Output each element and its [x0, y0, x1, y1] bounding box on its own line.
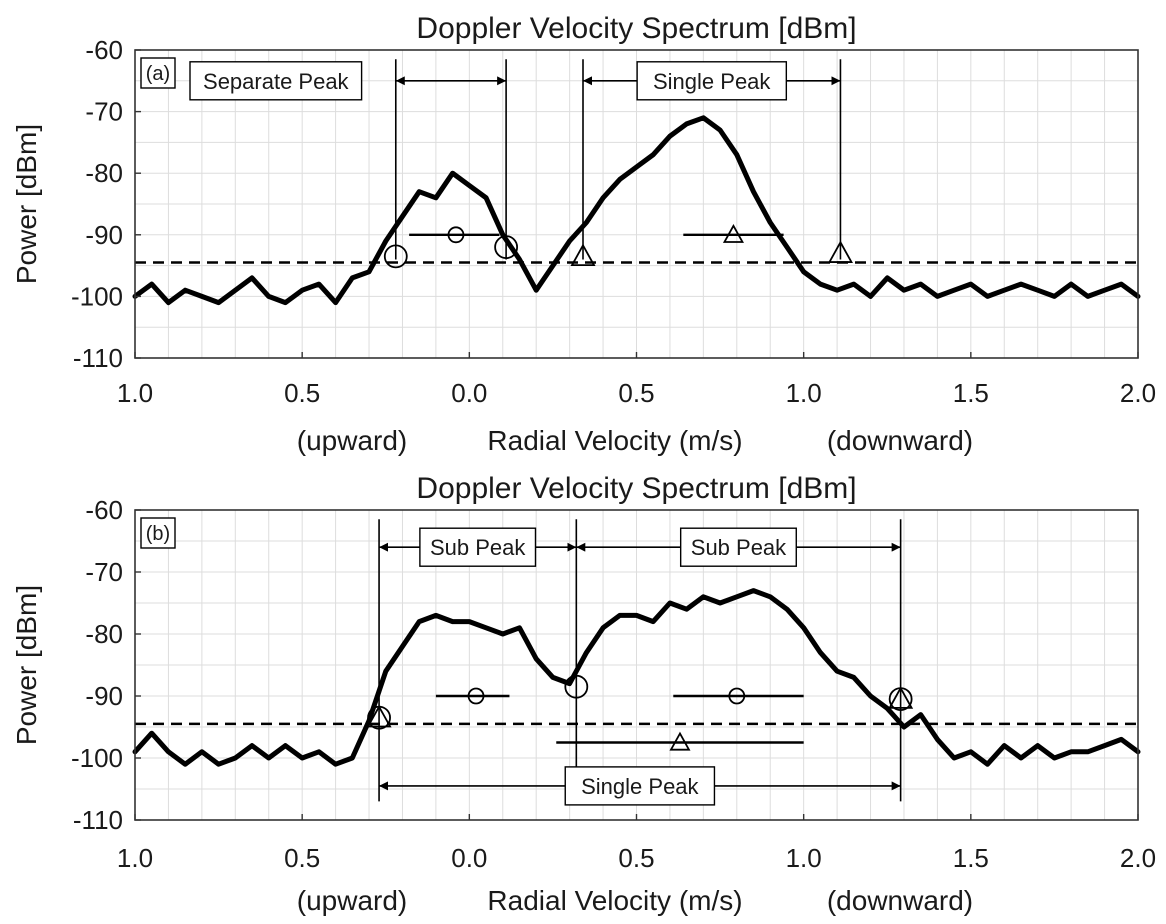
annotation-label: Single Peak	[581, 774, 699, 799]
panel-label-box	[140, 57, 176, 89]
panel-label: (b)	[146, 523, 170, 545]
x-tick-label: 1.5	[953, 378, 989, 408]
spectrum-line	[132, 588, 1141, 767]
y-tick-label: -80	[85, 158, 123, 188]
chart-title: Doppler Velocity Spectrum [dBm]	[416, 12, 856, 45]
x-tick-label: 0.0	[451, 843, 487, 873]
panel-a: Separate Peak Single Peak (a) 1.0 0.5 0.0 0.5 1…	[11, 12, 1156, 456]
x-tick-label: 2.0	[1120, 378, 1156, 408]
y-tick-label: -90	[85, 220, 123, 250]
triangle-marker	[722, 223, 744, 243]
annotation-label-box	[636, 61, 788, 101]
circle-marker	[467, 687, 485, 705]
panel-b: Sub Peak Sub Peak Single Peak (b) 1.0 0.5 0.0 0…	[11, 472, 1156, 916]
y-tick-label: -110	[73, 343, 123, 373]
y-tick-label: -70	[85, 557, 123, 587]
x-tick-label: 0.5	[618, 843, 654, 873]
y-tick-label: -90	[85, 681, 123, 711]
panel-label: (a)	[146, 63, 170, 85]
annotation-label-box	[419, 527, 537, 567]
y-tick-label: -60	[85, 35, 123, 65]
x-axis-label: (downward)	[827, 425, 973, 456]
annotation-label: Single Peak	[653, 69, 771, 94]
annotation-label: Sub Peak	[691, 535, 787, 560]
x-axis-label: (upward)	[297, 885, 407, 916]
x-tick-label: 0.5	[284, 378, 320, 408]
circle-marker	[494, 235, 519, 260]
annotation-label-box	[189, 61, 363, 101]
annotation-label-box	[564, 766, 716, 806]
x-tick-label: 1.0	[117, 843, 153, 873]
x-axis-label: (downward)	[827, 885, 973, 916]
circle-marker	[728, 687, 746, 705]
x-tick-label: 0.0	[451, 378, 487, 408]
chart-title: Doppler Velocity Spectrum [dBm]	[416, 472, 856, 505]
x-tick-label: 2.0	[1120, 843, 1156, 873]
y-axis-label: Power [dBm]	[11, 585, 42, 745]
x-tick-label: 0.5	[618, 378, 654, 408]
x-axis-label: Radial Velocity (m/s)	[487, 425, 742, 456]
y-tick-label: -60	[85, 495, 123, 525]
circle-marker	[564, 674, 589, 699]
x-tick-label: 1.5	[953, 843, 989, 873]
x-tick-label: 1.0	[786, 843, 822, 873]
triangle-marker	[570, 243, 596, 267]
panel-label-box	[140, 517, 176, 549]
y-tick-label: -100	[71, 743, 123, 773]
x-tick-label: 1.0	[117, 378, 153, 408]
annotation-label: Sub Peak	[430, 535, 526, 560]
triangle-marker	[669, 731, 691, 751]
y-axis-label: Power [dBm]	[11, 124, 42, 284]
y-tick-label: -110	[73, 805, 123, 835]
x-tick-label: 1.0	[786, 378, 822, 408]
y-tick-label: -100	[71, 281, 123, 311]
circle-marker	[447, 226, 465, 244]
triangle-marker	[888, 686, 914, 709]
spectrum-line	[132, 115, 1141, 306]
x-axis-label: Radial Velocity (m/s)	[487, 885, 742, 916]
x-axis-label: (upward)	[297, 425, 407, 456]
triangle-marker	[827, 240, 853, 263]
y-tick-label: -80	[85, 619, 123, 649]
x-tick-label: 0.5	[284, 843, 320, 873]
annotation-label: Separate Peak	[203, 69, 350, 94]
circle-marker	[383, 244, 408, 269]
y-tick-label: -70	[85, 97, 123, 127]
triangle-marker	[366, 704, 392, 728]
annotation-label-box	[679, 527, 797, 567]
